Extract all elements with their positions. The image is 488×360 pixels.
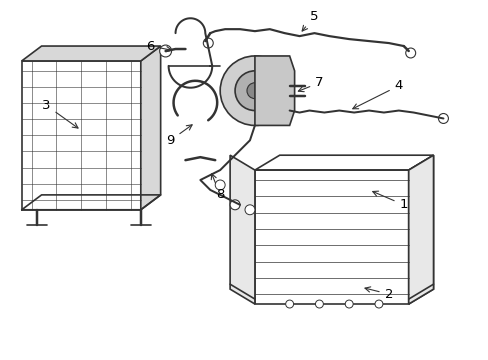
Text: 7: 7 — [298, 76, 323, 92]
Circle shape — [315, 300, 323, 308]
Polygon shape — [408, 155, 433, 304]
Polygon shape — [254, 56, 294, 125]
Circle shape — [220, 56, 289, 125]
Circle shape — [405, 48, 415, 58]
Text: 4: 4 — [352, 79, 402, 109]
Circle shape — [438, 113, 447, 123]
Circle shape — [244, 205, 254, 215]
Circle shape — [230, 200, 240, 210]
Circle shape — [345, 300, 352, 308]
Circle shape — [160, 45, 171, 57]
Text: 6: 6 — [146, 40, 171, 53]
Polygon shape — [141, 46, 161, 210]
Circle shape — [285, 300, 293, 308]
Polygon shape — [230, 155, 254, 304]
Text: 3: 3 — [42, 99, 78, 128]
Circle shape — [235, 71, 274, 111]
Text: 2: 2 — [364, 287, 392, 301]
Text: 5: 5 — [302, 10, 318, 31]
Text: 8: 8 — [211, 174, 224, 201]
Text: 9: 9 — [166, 125, 192, 147]
Circle shape — [215, 180, 224, 190]
Polygon shape — [21, 46, 161, 61]
Text: 1: 1 — [372, 191, 407, 211]
Circle shape — [203, 38, 213, 48]
Circle shape — [374, 300, 382, 308]
Circle shape — [246, 83, 263, 99]
